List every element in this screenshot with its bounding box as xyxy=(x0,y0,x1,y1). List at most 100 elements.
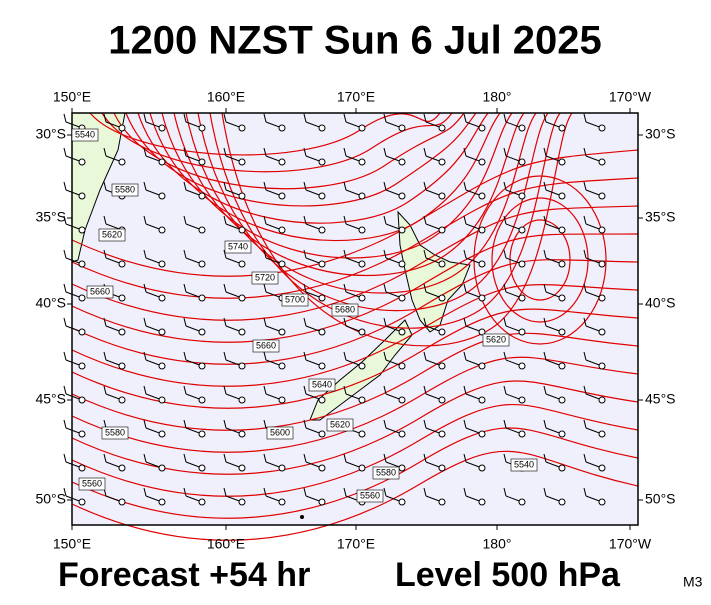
station xyxy=(358,464,366,472)
station xyxy=(278,498,286,506)
station xyxy=(238,430,246,438)
station xyxy=(318,294,326,302)
station xyxy=(238,396,246,404)
wind-barb xyxy=(543,181,547,191)
station xyxy=(558,328,566,336)
wind-barb xyxy=(383,215,387,225)
contour-line xyxy=(161,112,513,259)
station xyxy=(238,192,246,200)
wind-barb xyxy=(423,487,427,497)
contour-label: 5560 xyxy=(82,478,102,488)
wind-barb xyxy=(383,249,387,259)
station xyxy=(198,124,206,132)
wind-barb xyxy=(103,147,107,157)
contour-label-box xyxy=(251,271,279,285)
wind-barb xyxy=(263,215,267,225)
wind-barb xyxy=(383,419,387,429)
contour-label-box xyxy=(266,426,294,440)
contour-label-box xyxy=(252,339,280,353)
wind-barb xyxy=(583,113,587,123)
wind-barb xyxy=(263,419,267,429)
station xyxy=(318,396,326,404)
station xyxy=(358,396,366,404)
wind-barb xyxy=(503,487,507,497)
wind-barb xyxy=(463,385,467,395)
station xyxy=(398,464,406,472)
contour-label-box xyxy=(510,458,538,472)
station xyxy=(598,294,606,302)
wind-barb xyxy=(303,419,307,429)
station xyxy=(438,294,446,302)
wind-barb xyxy=(303,249,307,259)
contour-label: 5660 xyxy=(256,340,276,350)
station xyxy=(558,226,566,234)
station xyxy=(398,124,406,132)
wind-barb xyxy=(63,453,67,463)
station xyxy=(158,192,166,200)
wind-barb xyxy=(463,147,467,157)
station xyxy=(318,260,326,268)
wind-barb xyxy=(63,113,67,123)
wind-barb xyxy=(543,385,547,395)
station xyxy=(78,294,86,302)
wind-barb xyxy=(343,453,347,463)
station xyxy=(518,124,526,132)
wind-barb xyxy=(503,113,507,123)
wind-barb xyxy=(583,283,587,293)
contour-label: 5620 xyxy=(330,419,350,429)
wind-barb xyxy=(183,419,187,429)
wind-barb xyxy=(263,317,267,327)
wind-barb xyxy=(423,181,427,191)
contour-label: 5620 xyxy=(486,334,506,344)
station xyxy=(438,498,446,506)
wind-barb xyxy=(263,249,267,259)
lat-label: 45°S xyxy=(645,391,676,407)
station xyxy=(598,158,606,166)
wind-barb xyxy=(143,385,147,395)
wind-barb xyxy=(263,351,267,361)
station xyxy=(78,396,86,404)
level-label: Level 500 hPa xyxy=(395,556,621,594)
wind-barb xyxy=(63,249,67,259)
station xyxy=(198,396,206,404)
wind-barb xyxy=(63,283,67,293)
station xyxy=(158,498,166,506)
contour-label-box xyxy=(482,333,510,347)
station xyxy=(158,430,166,438)
station xyxy=(198,498,206,506)
station xyxy=(478,124,486,132)
wind-barb xyxy=(503,351,507,361)
wind-barb xyxy=(423,249,427,259)
wind-barb xyxy=(143,487,147,497)
wind-barb xyxy=(503,249,507,259)
wind-barb xyxy=(63,317,67,327)
station xyxy=(558,192,566,200)
wind-barb xyxy=(543,487,547,497)
station xyxy=(558,464,566,472)
wind-barb xyxy=(103,385,107,395)
contour-label-box xyxy=(308,378,336,392)
station xyxy=(318,430,326,438)
station xyxy=(158,396,166,404)
wind-barb xyxy=(383,181,387,191)
station xyxy=(278,396,286,404)
station xyxy=(238,260,246,268)
contour-line xyxy=(491,197,589,323)
wind-barb xyxy=(263,181,267,191)
wind-barb xyxy=(63,419,67,429)
wind-barb xyxy=(103,249,107,259)
lat-label: 50°S xyxy=(645,491,676,507)
station xyxy=(598,260,606,268)
wind-barb xyxy=(583,419,587,429)
map-frame xyxy=(71,112,639,526)
station xyxy=(238,158,246,166)
wind-barb xyxy=(503,453,507,463)
station xyxy=(438,396,446,404)
station xyxy=(598,362,606,370)
wind-barb xyxy=(303,283,307,293)
wind-barb xyxy=(463,215,467,225)
contour-label-box xyxy=(111,183,139,197)
contour-line xyxy=(71,284,639,387)
station xyxy=(198,260,206,268)
wind-barb xyxy=(343,487,347,497)
